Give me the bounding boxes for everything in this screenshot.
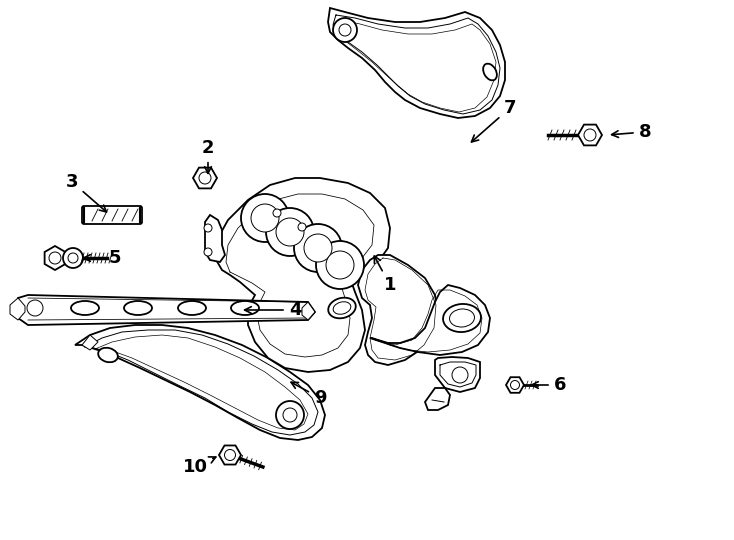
Circle shape bbox=[304, 234, 332, 262]
Circle shape bbox=[225, 449, 236, 461]
Circle shape bbox=[298, 223, 306, 231]
Circle shape bbox=[251, 204, 279, 232]
Circle shape bbox=[204, 224, 212, 232]
Text: 10: 10 bbox=[183, 457, 216, 476]
Circle shape bbox=[276, 218, 304, 246]
Ellipse shape bbox=[98, 348, 118, 362]
Polygon shape bbox=[328, 8, 505, 118]
Text: 8: 8 bbox=[611, 123, 651, 141]
Text: 9: 9 bbox=[291, 382, 326, 407]
Polygon shape bbox=[219, 446, 241, 464]
Polygon shape bbox=[10, 298, 25, 320]
Polygon shape bbox=[215, 178, 390, 372]
Circle shape bbox=[276, 401, 304, 429]
Polygon shape bbox=[302, 302, 315, 320]
Circle shape bbox=[294, 224, 342, 272]
Ellipse shape bbox=[328, 298, 356, 318]
Circle shape bbox=[273, 209, 281, 217]
Ellipse shape bbox=[443, 304, 481, 332]
Circle shape bbox=[283, 408, 297, 422]
Circle shape bbox=[241, 194, 289, 242]
Ellipse shape bbox=[231, 301, 259, 315]
Text: 3: 3 bbox=[66, 173, 106, 212]
Polygon shape bbox=[45, 246, 65, 270]
Ellipse shape bbox=[483, 64, 497, 80]
Polygon shape bbox=[506, 377, 524, 393]
Polygon shape bbox=[435, 357, 480, 392]
Circle shape bbox=[452, 367, 468, 383]
Circle shape bbox=[584, 129, 596, 141]
Text: 7: 7 bbox=[471, 99, 516, 142]
Ellipse shape bbox=[333, 302, 351, 314]
Circle shape bbox=[333, 18, 357, 42]
Circle shape bbox=[63, 248, 83, 268]
Circle shape bbox=[49, 252, 61, 264]
Text: 6: 6 bbox=[531, 376, 566, 394]
Circle shape bbox=[27, 300, 43, 316]
Ellipse shape bbox=[178, 301, 206, 315]
Circle shape bbox=[266, 208, 314, 256]
Circle shape bbox=[199, 172, 211, 184]
Polygon shape bbox=[18, 295, 315, 325]
Text: 2: 2 bbox=[202, 139, 214, 173]
Polygon shape bbox=[358, 255, 438, 365]
Polygon shape bbox=[370, 285, 490, 355]
Circle shape bbox=[204, 248, 212, 256]
FancyBboxPatch shape bbox=[82, 206, 142, 224]
Polygon shape bbox=[425, 388, 450, 410]
Circle shape bbox=[68, 253, 78, 263]
Circle shape bbox=[511, 381, 520, 389]
Polygon shape bbox=[82, 335, 98, 350]
Circle shape bbox=[326, 251, 354, 279]
Ellipse shape bbox=[71, 301, 99, 315]
Text: 1: 1 bbox=[374, 256, 396, 294]
Polygon shape bbox=[578, 125, 602, 145]
Polygon shape bbox=[75, 325, 325, 440]
Circle shape bbox=[339, 24, 351, 36]
Polygon shape bbox=[193, 167, 217, 188]
Polygon shape bbox=[205, 215, 225, 262]
Text: 4: 4 bbox=[244, 301, 301, 319]
Ellipse shape bbox=[449, 309, 474, 327]
Text: 5: 5 bbox=[84, 249, 121, 267]
Ellipse shape bbox=[124, 301, 152, 315]
Circle shape bbox=[316, 241, 364, 289]
